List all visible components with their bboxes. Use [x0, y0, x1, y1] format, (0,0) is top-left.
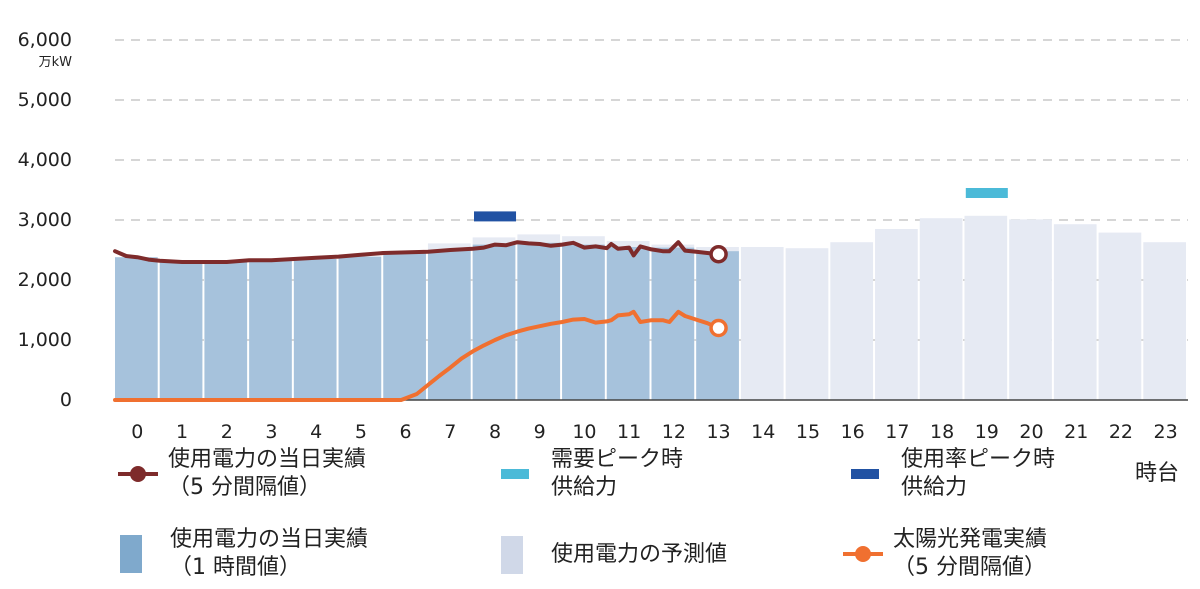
x-tick-label: 17: [885, 421, 909, 440]
actual-bar-7: [427, 250, 471, 400]
forecast-bar-15: [785, 248, 829, 400]
y-tick-label: 4,000: [18, 149, 72, 171]
actual-bar-3: [249, 260, 292, 400]
forecast-bar-23: [1143, 242, 1186, 400]
five-minute-lines: [113, 240, 728, 402]
actual-bar-4: [293, 259, 337, 400]
solar-end-point: [709, 318, 728, 338]
y-tick-label: 5,000: [18, 89, 72, 111]
x-tick-label: 23: [1154, 421, 1178, 440]
legend-swatch-usage-peak: [851, 469, 879, 479]
y-tick-label: 0: [60, 389, 72, 411]
actual-bar-9: [517, 242, 561, 400]
legend-swatch-actual-5min: [118, 464, 158, 484]
y-axis-ticks: 0 1,000 2,000 3,000 4,000 5,000 6,000: [18, 29, 72, 411]
x-tick-label: 19: [975, 421, 999, 440]
forecast-bar-16: [830, 242, 874, 400]
solar-line: [113, 309, 721, 402]
forecast-bar-17: [875, 229, 918, 400]
legend-label-demand-peak: 需要ピーク時 供給力: [551, 447, 684, 500]
forecast-bar-19: [964, 215, 1008, 400]
forecast-bar-22: [1098, 232, 1142, 400]
usage-peak-supply-marker: [474, 211, 517, 222]
legend-label-actual-5min: 使用電力の当日実績 （5 分間隔値）: [168, 447, 367, 500]
actual-bar-2: [204, 262, 248, 400]
legend-swatch-solar: [843, 544, 883, 564]
legend-swatch-demand-peak: [501, 469, 529, 479]
x-tick-label: 16: [841, 421, 865, 440]
legend: 使用電力の当日実績 （5 分間隔値） 需要ピーク時 供給力 使用率ピーク時 供給…: [0, 440, 1200, 589]
x-tick-label: 18: [930, 421, 954, 440]
x-tick-label: 2: [221, 421, 233, 440]
forecast-bar-20: [1009, 219, 1052, 400]
forecast-bar-18: [919, 218, 963, 400]
x-tick-label: 13: [706, 421, 730, 440]
legend-item-actual-5min: 使用電力の当日実績 （5 分間隔値）: [118, 446, 366, 502]
x-tick-label: 7: [444, 421, 456, 440]
legend-item-forecast: 使用電力の予測値: [501, 536, 727, 574]
legend-item-actual-hourly: 使用電力の当日実績 （1 時間値）: [120, 526, 368, 582]
x-tick-label: 9: [534, 421, 546, 440]
demand-peak-supply-marker: [965, 188, 1008, 198]
y-tick-label: 3,000: [18, 209, 72, 231]
x-tick-label: 8: [489, 421, 501, 440]
supply-markers: [474, 188, 1008, 222]
actual-bar-6: [383, 253, 426, 400]
x-tick-label: 3: [265, 421, 277, 440]
legend-label-actual-hourly: 使用電力の当日実績 （1 時間値）: [170, 527, 369, 580]
x-tick-label: 20: [1019, 421, 1043, 440]
legend-swatch-actual-hourly: [120, 535, 142, 573]
actual-bar-8: [472, 244, 516, 400]
actual-5min-end-point: [709, 244, 728, 264]
x-tick-label: 0: [131, 421, 143, 440]
forecast-bar-14: [740, 247, 784, 400]
actual-bar-0: [115, 257, 158, 400]
legend-label-usage-peak: 使用率ピーク時 供給力: [901, 447, 1056, 500]
legend-label-solar: 太陽光発電実績 （5 分間隔値）: [893, 527, 1048, 580]
actual-bar-5: [338, 256, 382, 400]
legend-item-usage-peak: 使用率ピーク時 供給力: [851, 446, 1055, 502]
actual-bar-1: [159, 262, 203, 400]
x-tick-label: 14: [751, 421, 775, 440]
x-unit-label: 時台: [1135, 461, 1180, 486]
y-tick-label: 6,000: [18, 29, 72, 51]
legend-item-solar: 太陽光発電実績 （5 分間隔値）: [843, 526, 1047, 582]
actual-bar-12: [651, 247, 695, 400]
forecast-bar-21: [1053, 224, 1097, 400]
x-tick-label: 22: [1109, 421, 1133, 440]
x-tick-label: 6: [400, 421, 412, 440]
x-tick-label: 15: [796, 421, 820, 440]
x-axis-ticks: 0 1 2 3 4 5 6 7 8 9 10 11 12 13 14 15 16 17 18 19 20 21 22 23: [131, 421, 1177, 440]
legend-item-demand-peak: 需要ピーク時 供給力: [501, 446, 683, 502]
x-tick-label: 11: [617, 421, 641, 440]
x-tick-label: 21: [1064, 421, 1088, 440]
legend-label-forecast: 使用電力の予測値: [551, 542, 728, 567]
x-tick-label: 4: [310, 421, 322, 440]
y-tick-label: 1,000: [18, 329, 72, 351]
y-tick-label: 2,000: [18, 269, 72, 291]
x-tick-label: 12: [662, 421, 686, 440]
actual-5min-line: [113, 240, 721, 264]
x-tick-label: 5: [355, 421, 367, 440]
legend-swatch-forecast: [501, 536, 523, 574]
x-tick-label: 10: [572, 421, 596, 440]
x-tick-label: 1: [176, 421, 188, 440]
y-unit-label: 万kW: [39, 55, 73, 70]
